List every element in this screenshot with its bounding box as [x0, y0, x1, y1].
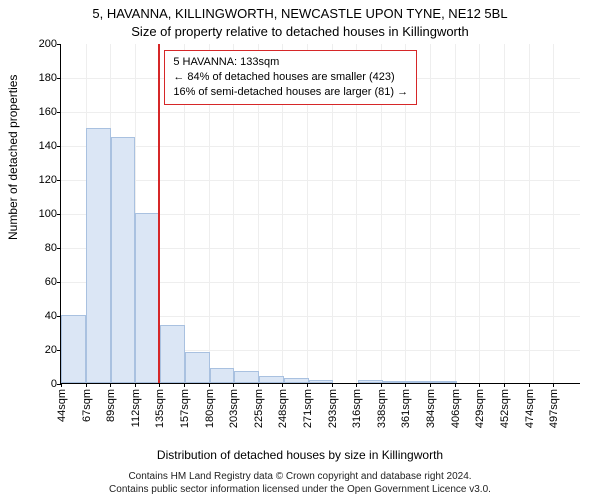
xtick-label: 180sqm [202, 389, 216, 428]
y-axis-label: Number of detached properties [6, 75, 20, 240]
ytick-label: 40 [23, 310, 61, 322]
xtick-label: 384sqm [423, 389, 437, 428]
title-subtitle: Size of property relative to detached ho… [0, 24, 600, 39]
annot-line1: 5 HAVANNA: 133sqm [173, 55, 408, 70]
ytick-label: 80 [23, 242, 61, 254]
histogram-bar [210, 368, 235, 383]
ytick-label: 180 [23, 72, 61, 84]
xtick-label: 361sqm [398, 389, 412, 428]
ytick-label: 140 [23, 140, 61, 152]
xtick-label: 452sqm [497, 389, 511, 428]
ytick-label: 200 [23, 38, 61, 50]
xtick-mark [110, 383, 111, 387]
xtick-mark [455, 383, 456, 387]
xtick-label: 67sqm [79, 389, 93, 422]
xtick-mark [356, 383, 357, 387]
xtick-mark [430, 383, 431, 387]
xtick-label: 406sqm [448, 389, 462, 428]
histogram-bar [86, 128, 111, 383]
histogram-bar [160, 325, 185, 383]
xtick-label: 157sqm [177, 389, 191, 428]
attrib-line2: Contains public sector information licen… [0, 483, 600, 496]
histogram-bar [185, 352, 210, 383]
xtick-mark [209, 383, 210, 387]
xtick-label: 112sqm [128, 389, 142, 427]
xtick-label: 338sqm [374, 389, 388, 428]
xtick-label: 44sqm [54, 389, 68, 422]
title-address: 5, HAVANNA, KILLINGWORTH, NEWCASTLE UPON… [0, 6, 600, 21]
annotation-box: 5 HAVANNA: 133sqm ← 84% of detached hous… [164, 50, 417, 105]
histogram-bar [61, 315, 86, 383]
xtick-mark [135, 383, 136, 387]
xtick-label: 271sqm [300, 389, 314, 428]
grid-v [553, 44, 554, 383]
annot-line2: ← 84% of detached houses are smaller (42… [173, 70, 408, 85]
xtick-mark [504, 383, 505, 387]
xtick-label: 497sqm [546, 389, 560, 428]
x-axis-label: Distribution of detached houses by size … [0, 448, 600, 462]
ytick-label: 120 [23, 174, 61, 186]
xtick-mark [184, 383, 185, 387]
histogram-bar [111, 137, 136, 384]
attrib-line1: Contains HM Land Registry data © Crown c… [0, 470, 600, 483]
xtick-mark [258, 383, 259, 387]
ytick-label: 100 [23, 208, 61, 220]
xtick-label: 474sqm [522, 389, 536, 428]
grid-v [430, 44, 431, 383]
grid-v [529, 44, 530, 383]
ytick-label: 60 [23, 276, 61, 288]
xtick-mark [405, 383, 406, 387]
xtick-mark [332, 383, 333, 387]
histogram-bar [432, 381, 457, 383]
xtick-label: 203sqm [226, 389, 240, 428]
histogram-plot: 5 HAVANNA: 133sqm ← 84% of detached hous… [60, 44, 580, 384]
grid-v [504, 44, 505, 383]
xtick-mark [86, 383, 87, 387]
ytick-label: 160 [23, 106, 61, 118]
histogram-bar [284, 378, 309, 383]
histogram-bar [234, 371, 259, 383]
xtick-mark [529, 383, 530, 387]
histogram-bar [408, 381, 433, 383]
xtick-label: 316sqm [349, 389, 363, 428]
histogram-bar [259, 376, 284, 383]
xtick-label: 89sqm [103, 389, 117, 422]
ytick-label: 20 [23, 344, 61, 356]
xtick-mark [159, 383, 160, 387]
grid-v [455, 44, 456, 383]
grid-h [61, 180, 580, 181]
xtick-label: 225sqm [251, 389, 265, 428]
grid-h [61, 146, 580, 147]
xtick-mark [61, 383, 62, 387]
xtick-label: 248sqm [275, 389, 289, 428]
xtick-mark [479, 383, 480, 387]
histogram-bar [358, 380, 383, 383]
attribution: Contains HM Land Registry data © Crown c… [0, 470, 600, 496]
histogram-bar [135, 213, 160, 383]
histogram-bar [383, 381, 408, 383]
reference-line [158, 44, 160, 383]
histogram-bar [309, 380, 334, 383]
xtick-mark [381, 383, 382, 387]
xtick-mark [307, 383, 308, 387]
xtick-label: 135sqm [152, 389, 166, 428]
annot-line3: 16% of semi-detached houses are larger (… [173, 85, 408, 100]
xtick-label: 429sqm [472, 389, 486, 428]
grid-h [61, 112, 580, 113]
xtick-label: 293sqm [325, 389, 339, 428]
grid-v [479, 44, 480, 383]
xtick-mark [233, 383, 234, 387]
xtick-mark [282, 383, 283, 387]
xtick-mark [553, 383, 554, 387]
